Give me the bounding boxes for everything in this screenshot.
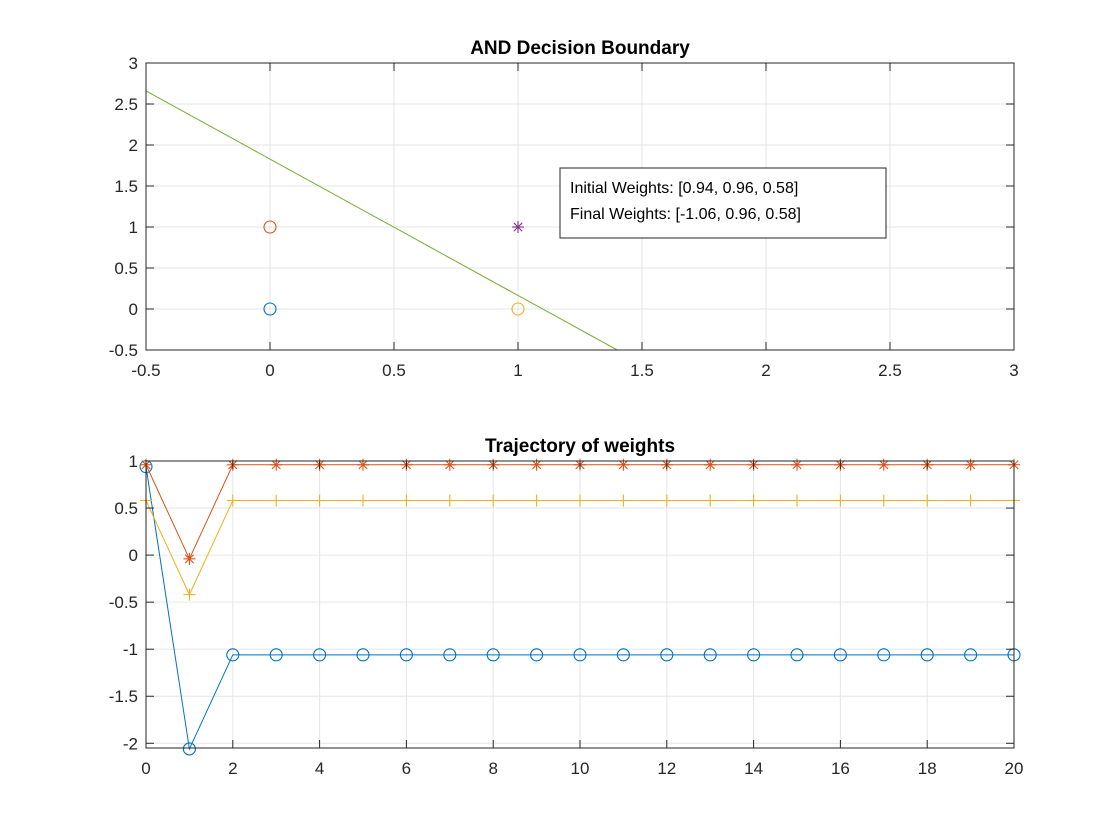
weight-series-marker [877, 494, 890, 507]
weight-trajectory-x-tick-label: 10 [571, 759, 590, 778]
weight-trajectory-axes: 0 2 4 6 8 10 12 14 16 18 20 -2 -1.5 -1 -0.5 0 0.5 1 Traje… [109, 436, 1024, 778]
weight-trajectory-x-tick-label: 6 [402, 759, 411, 778]
decision-boundary-x-tick-label: 2.5 [878, 361, 902, 380]
weight-series-marker [357, 494, 369, 507]
weight-series-marker [183, 552, 196, 565]
weight-series-marker [703, 648, 717, 662]
weight-series-marker [356, 648, 370, 662]
weight-trajectory-x-tick-label: 12 [657, 759, 676, 778]
weight-trajectory-x-tick-label: 2 [228, 759, 237, 778]
weight-series-marker [921, 494, 934, 507]
weight-trajectory-x-tick-label: 20 [1005, 759, 1024, 778]
weight-series-marker [313, 494, 326, 507]
weight-series-marker [660, 494, 673, 507]
weight-series-marker [791, 494, 803, 507]
decision-boundary-title: AND Decision Boundary [470, 38, 690, 59]
weight-series-marker [313, 648, 327, 662]
decision-boundary-x-tick-label: 1.5 [630, 361, 654, 380]
weight-trajectory-y-tick-label: -2 [123, 734, 138, 753]
initial-weights-label: Initial Weights: [0.94, 0.96, 0.58] [570, 180, 798, 197]
weight-series-marker [920, 648, 934, 662]
decision-boundary-axes: -0.5 0 0.5 1 1.5 2 2.5 3 -0.5 0 0.5 1 1.5 2 2.5 3 AND D… [109, 38, 1019, 380]
weight-trajectory-y-tick-label: -0.5 [109, 593, 138, 612]
training-point-marker [263, 220, 277, 234]
training-point-marker [511, 302, 525, 316]
weight-series-marker [574, 494, 586, 507]
decision-boundary-x-tick-label: 3 [1009, 361, 1018, 380]
decision-boundary-y-tick-label: 2 [129, 136, 138, 155]
decision-boundary-ticks: -0.5 0 0.5 1 1.5 2 2.5 3 -0.5 0 0.5 1 1.5 2 2.5 3 [109, 54, 1019, 380]
weight-trajectory-x-tick-label: 4 [315, 759, 324, 778]
weight-series-marker [530, 494, 543, 507]
weight-series-marker [877, 648, 891, 662]
decision-boundary-x-tick-label: 1 [513, 361, 522, 380]
weight-series-marker [269, 648, 283, 662]
weight-series-marker [182, 742, 196, 756]
decision-boundary-axes-box [145, 62, 1015, 351]
weight-series-marker [400, 494, 413, 507]
weight-series-marker [964, 648, 978, 662]
weight-series-marker [486, 648, 500, 662]
weight-series-marker [226, 494, 239, 507]
decision-boundary-y-tick-label: 0 [129, 300, 138, 319]
training-point-marker [263, 302, 277, 316]
weight-series-marker [660, 648, 674, 662]
decision-boundary-line [146, 90, 618, 350]
weight-trajectory-y-tick-label: 0.5 [114, 499, 138, 518]
weight-series-marker [833, 648, 847, 662]
weight-series-marker [617, 494, 630, 507]
weight-series-marker [226, 648, 240, 662]
decision-boundary-y-tick-label: 1.5 [114, 177, 138, 196]
weight-trajectory-y-tick-label: 1 [129, 452, 138, 471]
weight-series-marker [704, 494, 717, 507]
weight-trajectory-x-tick-label: 0 [141, 759, 150, 778]
weight-series-marker [573, 648, 587, 662]
weight-series-marker [270, 494, 283, 507]
weight-trajectory-x-tick-label: 16 [831, 759, 850, 778]
weight-series-marker [183, 588, 196, 601]
weight-series-marker [834, 494, 847, 507]
weight-series-line [145, 466, 1014, 751]
weight-trajectory-y-tick-label: 0 [129, 546, 138, 565]
weight-series-marker [399, 648, 413, 662]
decision-boundary-y-tick-label: -0.5 [109, 341, 138, 360]
final-weights-label: Final Weights: [-1.06, 0.96, 0.58] [570, 206, 801, 223]
weight-series-marker [443, 648, 457, 662]
weight-series-marker [530, 648, 544, 662]
weight-trajectory-x-tick-label: 18 [918, 759, 937, 778]
decision-boundary-x-tick-label: -0.5 [131, 361, 160, 380]
weight-trajectory-x-tick-label: 8 [488, 759, 497, 778]
decision-boundary-x-tick-label: 2 [761, 361, 770, 380]
decision-boundary-y-tick-label: 1 [129, 218, 138, 237]
weight-series-marker [747, 494, 760, 507]
weight-series-marker [790, 648, 804, 662]
weight-trajectory-title: Trajectory of weights [485, 436, 675, 457]
weight-series-marker [443, 494, 456, 507]
weight-trajectory-y-tick-label: -1.5 [109, 687, 138, 706]
training-point-marker [512, 221, 524, 233]
weight-trajectory-ticks: 0 2 4 6 8 10 12 14 16 18 20 -2 -1.5 -1 -0.5 0 0.5 1 [109, 452, 1024, 778]
weight-series-marker [747, 648, 761, 662]
decision-boundary-y-tick-label: 0.5 [114, 259, 138, 278]
weight-series-marker [791, 458, 803, 471]
decision-boundary-y-tick-label: 3 [129, 54, 138, 73]
decision-boundary-y-tick-label: 2.5 [114, 95, 138, 114]
weight-series-marker [487, 494, 500, 507]
decision-boundary-x-tick-label: 0.5 [382, 361, 406, 380]
decision-boundary-x-tick-label: 0 [265, 361, 274, 380]
weight-series-marker [616, 648, 630, 662]
decision-boundary-plot-area [146, 90, 618, 350]
weights-annotation-box [559, 167, 887, 239]
weight-trajectory-y-tick-label: -1 [123, 640, 138, 659]
weight-series-marker [964, 494, 977, 507]
weights-annotation: Initial Weights: [0.94, 0.96, 0.58] Fina… [559, 167, 887, 239]
weight-trajectory-x-tick-label: 14 [744, 759, 763, 778]
